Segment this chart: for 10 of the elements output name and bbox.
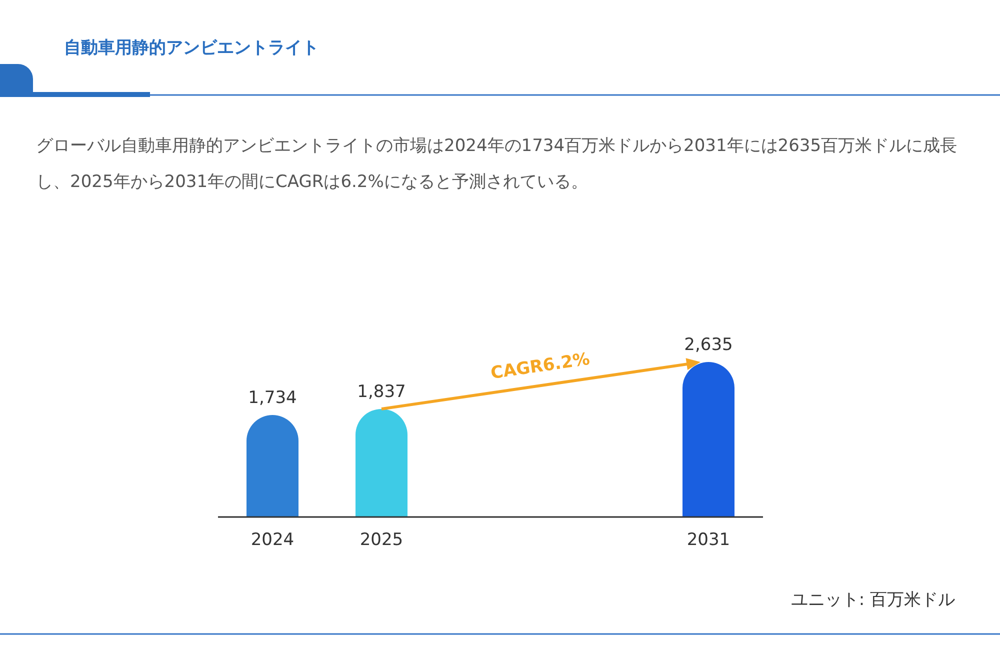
x-tick-label: 2031 — [686, 530, 730, 550]
x-tick-label: 2025 — [360, 530, 404, 550]
data-label: 1,837 — [357, 382, 406, 402]
text: ユニット: 百万米ドル — [790, 590, 955, 610]
chart-title: 自動車用静的アンビエントライト — [64, 37, 319, 59]
chart-subtitle: グローバル自動車用静的アンビエントライトの市場は2024年の1734百万米ドルから2031年には2635百万米ドルに成長し、2025年から2031年の間にCAGRは6.2%になると予測されている。 — [36, 135, 958, 194]
x-tick-label: 2024 — [250, 530, 294, 550]
annotation: CAGR6.2% — [489, 349, 592, 384]
data-label: 2,635 — [684, 335, 733, 355]
data-label: 1,734 — [248, 388, 297, 408]
